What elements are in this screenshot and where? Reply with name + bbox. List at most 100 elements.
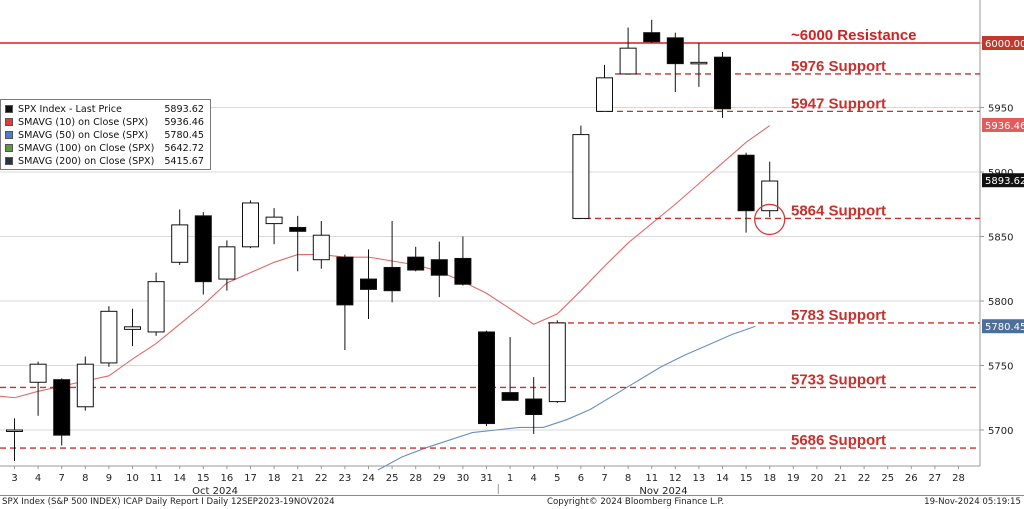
legend-label: SMAVG (200) on Close (SPX)	[18, 156, 155, 167]
level-labels: ~6000 Resistance 5976 Support 5947 Support…	[791, 27, 917, 449]
legend-value: 5780.45	[164, 130, 204, 141]
x-tick-label: 18	[763, 473, 776, 484]
x-tick-label: 25	[386, 473, 399, 484]
x-tick-label: 19	[787, 473, 800, 484]
x-tick-label: 12	[669, 473, 682, 484]
candle-body	[312, 234, 330, 261]
sma10-line	[0, 125, 771, 399]
x-tick-label: 17	[244, 473, 257, 484]
x-tick-label: 7	[601, 473, 607, 484]
legend-label: SMAVG (100) on Close (SPX)	[18, 143, 155, 154]
x-tick-label: 20	[811, 473, 824, 484]
footer-source: SPX Index (S&P 500 INDEX) ICAP Daily Rep…	[2, 497, 335, 507]
candle-body	[124, 326, 141, 330]
candle-body	[100, 310, 118, 364]
legend-value: 5936.46	[164, 117, 204, 128]
x-tick-label: 4	[531, 473, 537, 484]
y-tick-label: 5800	[988, 297, 1013, 308]
x-tick-label: 9	[106, 473, 112, 484]
price-badge-label: 6000.00	[985, 39, 1024, 50]
legend-label: SMAVG (50) on Close (SPX)	[18, 130, 149, 141]
x-tick-label: 24	[362, 473, 375, 484]
price-badge	[982, 173, 1024, 188]
candle-body	[572, 134, 590, 219]
legend-item-sma10: SMAVG (10) on Close (SPX) 5936.46	[5, 116, 206, 129]
legend-label: SMAVG (10) on Close (SPX)	[18, 117, 149, 128]
x-tick-label: 26	[905, 473, 918, 484]
x-tick-label: 30	[457, 473, 470, 484]
y-tick-label: 5700	[988, 426, 1013, 437]
x-tick-label: 5	[554, 473, 560, 484]
x-tick-label: 29	[433, 473, 446, 484]
x-tick-label: 13	[693, 473, 706, 484]
month-label: Nov 2024	[639, 486, 687, 497]
x-tick-label: 15	[197, 473, 210, 484]
x-tick-label: 1	[507, 473, 513, 484]
y-tick-label: 5950	[988, 104, 1013, 115]
candle-body	[265, 216, 283, 225]
candle-body	[336, 256, 354, 306]
price-badge-label: 5893.62	[985, 176, 1024, 187]
legend-item-spx: SPX Index - Last Price 5893.62	[5, 103, 206, 116]
candle-body	[761, 180, 779, 212]
candle-body	[643, 32, 661, 43]
candle-body	[737, 154, 755, 212]
candle-body	[360, 278, 377, 290]
price-candles	[6, 19, 779, 461]
x-tick-label: 10	[126, 473, 139, 484]
price-badge	[982, 36, 1024, 50]
candle-body	[525, 398, 543, 416]
y-tick-label: 5850	[988, 233, 1013, 244]
price-badges: 6000.00 5936.46 5893.62 5780.45	[982, 36, 1024, 334]
candle-body	[714, 56, 731, 110]
legend-value: 5415.67	[164, 156, 204, 167]
candle-body	[478, 331, 495, 425]
x-tick-label: 14	[716, 473, 729, 484]
candle-body	[666, 37, 684, 65]
sma50-line	[377, 325, 756, 471]
level-label: 5947 Support	[791, 95, 886, 112]
x-tick-label: 21	[834, 473, 847, 484]
footer-timestamp: 19-Nov-2024 05:19:15	[924, 497, 1021, 507]
legend-item-sma200: SMAVG (200) on Close (SPX) 5415.67	[5, 155, 206, 168]
level-label: 5976 Support	[791, 58, 886, 75]
x-tick-label: 16	[221, 473, 234, 484]
candle-body	[501, 392, 519, 401]
candle-body	[596, 77, 613, 112]
moving-average-lines	[0, 125, 771, 471]
x-tick-label: 14	[173, 473, 186, 484]
chart-legend: SPX Index - Last Price 5893.62 SMAVG (10…	[0, 99, 211, 170]
x-tick-label: 11	[645, 473, 658, 484]
x-tick-label: 22	[858, 473, 871, 484]
price-badge-label: 5936.46	[985, 121, 1024, 132]
month-label: Oct 2024	[192, 486, 238, 497]
x-axis-ticks: 3 4 7 8 9 10 11 14 15 16 17 18 21 22 23 24 25 28 29 30 31 1 4 5…	[11, 466, 965, 497]
candle-body	[289, 226, 307, 232]
x-tick-label: 8	[625, 473, 631, 484]
candle-body	[383, 266, 401, 292]
candle-body	[29, 363, 47, 383]
legend-swatch	[5, 157, 13, 165]
candle-body	[147, 281, 165, 333]
level-label: 5783 Support	[791, 307, 886, 324]
candle-body	[76, 363, 94, 408]
price-badge-label: 5780.45	[985, 322, 1024, 333]
legend-swatch	[5, 105, 13, 113]
candle-body	[690, 61, 708, 65]
x-tick-label: 3	[11, 473, 17, 484]
x-tick-label: 27	[929, 473, 942, 484]
candle-body	[6, 429, 23, 432]
level-label: 5686 Support	[791, 432, 886, 449]
price-badge	[982, 117, 1024, 132]
candle-body	[242, 202, 259, 248]
candle-body	[53, 379, 71, 436]
x-tick-label: 8	[82, 473, 88, 484]
price-badge	[982, 319, 1024, 334]
legend-swatch	[5, 118, 13, 126]
x-tick-label: 21	[291, 473, 304, 484]
x-tick-label: 31	[480, 473, 493, 484]
chart-footer: SPX Index (S&P 500 INDEX) ICAP Daily Rep…	[0, 495, 1024, 509]
x-tick-label: 7	[59, 473, 65, 484]
footer-copyright: Copyright© 2024 Bloomberg Finance L.P.	[547, 497, 725, 507]
